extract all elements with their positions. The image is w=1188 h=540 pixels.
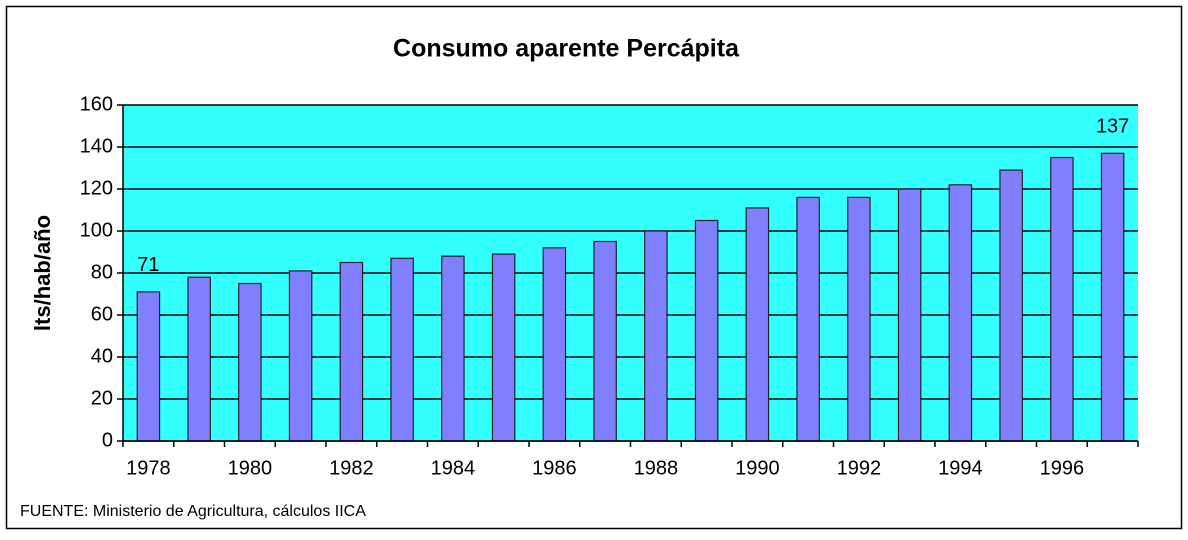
bar [339, 261, 364, 442]
y-tick-label: 160 [80, 93, 113, 115]
bar [796, 196, 820, 442]
bar [390, 257, 414, 442]
bar [187, 276, 211, 442]
y-tick-label: 20 [91, 387, 113, 409]
bar [1100, 152, 1125, 442]
bar [745, 207, 770, 442]
x-tick-label: 1984 [431, 457, 476, 479]
y-tick-label: 0 [102, 429, 113, 451]
bar [441, 255, 465, 442]
chart-title: Consumo aparente Percápita [393, 35, 740, 63]
bar [491, 253, 516, 442]
x-tick-label: 1982 [329, 457, 374, 479]
bar [694, 219, 719, 442]
x-tick-label: 1978 [126, 457, 171, 479]
x-tick-label: 1986 [532, 457, 577, 479]
bar [593, 240, 617, 442]
x-tick-label: 1994 [938, 457, 983, 479]
source-note: FUENTE: Ministerio de Agricultura, cálcu… [20, 503, 366, 520]
x-tick-label: 1980 [228, 457, 273, 479]
y-tick-label: 40 [91, 345, 113, 367]
bar [238, 282, 262, 442]
x-tick-label: 1988 [634, 457, 679, 479]
bar [542, 247, 567, 442]
bar [897, 188, 922, 442]
bar [847, 196, 871, 442]
y-tick-label: 60 [91, 303, 113, 325]
bar [288, 270, 313, 442]
data-label: 137 [1096, 116, 1129, 138]
bar [999, 169, 1023, 442]
bar [948, 184, 973, 442]
x-tick-label: 1992 [837, 457, 882, 479]
x-tick-label: 1990 [735, 457, 780, 479]
y-tick-label: 100 [80, 219, 113, 241]
x-tick-label: 1996 [1040, 457, 1085, 479]
data-label: 71 [137, 254, 159, 276]
bar [1050, 156, 1074, 442]
y-tick-label: 120 [80, 177, 113, 199]
bar [136, 291, 161, 442]
y-tick-label: 80 [91, 261, 113, 283]
bar [644, 230, 668, 442]
y-axis-label: lts/hab/año [30, 215, 55, 331]
y-tick-label: 140 [80, 135, 113, 157]
